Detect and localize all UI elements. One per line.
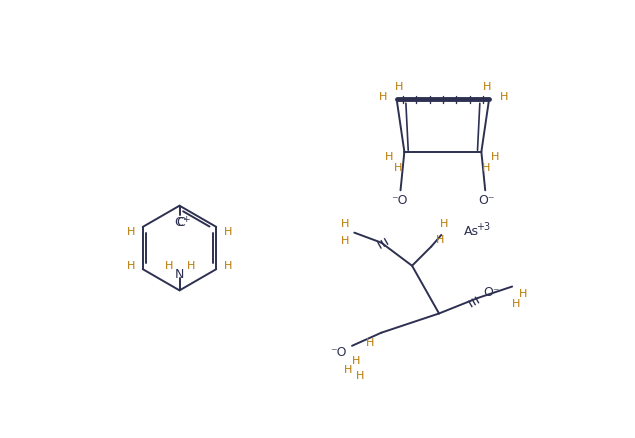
Text: H: H xyxy=(519,288,527,298)
Text: O⁻: O⁻ xyxy=(483,286,500,299)
Text: H: H xyxy=(378,92,387,101)
Text: H: H xyxy=(500,92,508,101)
Text: H: H xyxy=(352,355,360,365)
Text: H: H xyxy=(356,370,364,380)
Text: H: H xyxy=(385,151,393,161)
Text: O⁻: O⁻ xyxy=(479,194,495,207)
Text: C: C xyxy=(175,215,183,228)
Text: H: H xyxy=(395,81,403,92)
Text: H: H xyxy=(439,218,448,228)
Text: N: N xyxy=(175,267,184,280)
Text: ⁻O: ⁻O xyxy=(391,194,407,207)
Text: H: H xyxy=(394,163,403,173)
Text: H: H xyxy=(224,261,232,271)
Text: H: H xyxy=(127,261,135,271)
Text: ⁻O: ⁻O xyxy=(330,346,347,359)
Text: H: H xyxy=(341,236,349,246)
Text: H: H xyxy=(482,163,490,173)
Text: +: + xyxy=(182,214,189,223)
Text: H: H xyxy=(341,219,349,229)
Text: H: H xyxy=(512,299,520,309)
Text: As: As xyxy=(464,224,479,237)
Text: H: H xyxy=(436,234,444,244)
Text: H: H xyxy=(366,337,374,347)
Text: H: H xyxy=(491,151,499,161)
Text: H: H xyxy=(344,364,352,374)
Text: H: H xyxy=(127,226,135,236)
Text: H: H xyxy=(483,81,491,92)
Text: C: C xyxy=(176,215,185,228)
Text: H: H xyxy=(164,260,173,270)
Text: +3: +3 xyxy=(476,222,490,232)
Text: H: H xyxy=(224,226,232,236)
Text: H: H xyxy=(187,260,195,270)
Text: ·: · xyxy=(183,213,187,226)
